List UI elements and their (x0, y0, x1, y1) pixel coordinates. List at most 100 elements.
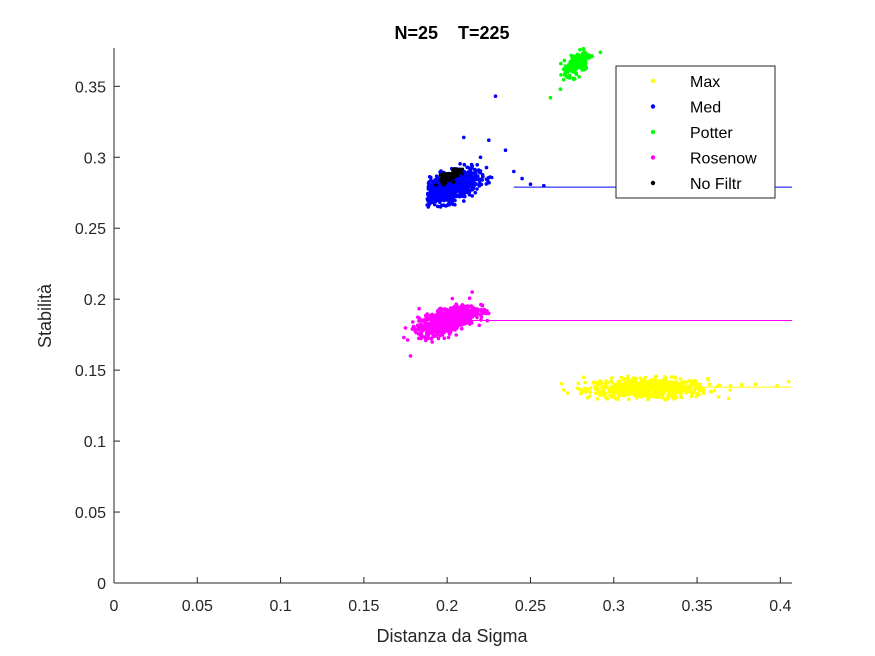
data-point (680, 386, 685, 391)
data-point (469, 162, 474, 167)
data-point (438, 333, 442, 338)
data-point (428, 313, 432, 318)
data-point (479, 309, 484, 314)
data-point (435, 197, 439, 202)
data-point (450, 308, 455, 313)
data-point (598, 50, 603, 55)
data-point (640, 393, 645, 397)
axes: 0 0.05 0.1 0.15 0.2 0.25 0.3 0.35 0.4 0 0.05 0.1 0.1… (75, 48, 792, 615)
data-point (695, 391, 699, 396)
data-point (469, 304, 473, 308)
y-tick-label: 0.25 (75, 221, 106, 238)
data-point (571, 77, 576, 82)
data-point (658, 395, 662, 400)
x-tick-label: 0.1 (269, 598, 291, 615)
data-point (460, 179, 465, 184)
data-point (477, 184, 482, 188)
data-point (463, 187, 468, 191)
data-point (693, 379, 697, 383)
data-point (640, 386, 644, 391)
data-point (408, 354, 413, 358)
data-point (562, 58, 567, 63)
data-point (473, 190, 478, 195)
data-point (563, 71, 567, 76)
data-point (671, 395, 675, 400)
data-point (753, 382, 758, 387)
data-point (438, 170, 442, 174)
data-point (666, 392, 670, 397)
data-point (612, 382, 616, 387)
data-point (487, 311, 491, 316)
legend: Max Med Potter Rosenow No Filtr (615, 65, 776, 199)
data-point (605, 385, 609, 389)
data-point (438, 323, 443, 328)
data-point (690, 379, 694, 384)
data-point (605, 397, 609, 401)
data-point (691, 391, 695, 396)
data-point (642, 377, 647, 382)
data-point (563, 64, 568, 68)
data-point (588, 386, 593, 390)
data-point (617, 387, 622, 391)
data-point (698, 382, 702, 387)
data-point (475, 168, 479, 173)
data-point (445, 187, 450, 192)
data-point (459, 191, 464, 195)
data-point (441, 190, 445, 195)
data-point (694, 394, 699, 399)
data-point (441, 180, 445, 184)
data-point (451, 184, 456, 189)
data-point (465, 165, 469, 170)
data-point (454, 188, 459, 192)
data-point (463, 320, 468, 325)
data-point (629, 380, 634, 384)
data-point (477, 180, 482, 185)
data-point (610, 380, 614, 384)
data-point (454, 171, 458, 175)
data-point (470, 290, 475, 294)
data-point (567, 74, 572, 78)
data-point (442, 183, 446, 187)
data-point (622, 377, 626, 382)
data-point (679, 382, 684, 386)
data-point (597, 381, 602, 386)
data-point (617, 392, 621, 397)
data-point (465, 306, 470, 311)
data-point (488, 175, 492, 179)
data-point (467, 313, 472, 318)
data-point (669, 375, 674, 379)
data-point (562, 388, 566, 392)
series-potter (548, 46, 603, 100)
chart-title: N=25 T=225 (394, 23, 509, 43)
data-point (427, 183, 432, 187)
data-point (417, 316, 422, 321)
data-point (425, 203, 430, 207)
data-point (619, 375, 623, 380)
data-point (447, 314, 452, 319)
data-point (450, 296, 455, 301)
data-point (432, 318, 437, 323)
data-point (585, 396, 590, 400)
data-point (655, 393, 660, 397)
data-point (559, 381, 564, 386)
data-point (425, 331, 430, 336)
data-point (786, 379, 791, 384)
y-tick-label: 0 (97, 576, 106, 593)
data-point (580, 389, 585, 394)
data-point (435, 324, 440, 329)
data-point (575, 386, 580, 391)
data-point (674, 385, 679, 390)
data-point (484, 182, 489, 186)
data-point (589, 53, 594, 58)
data-point (428, 200, 433, 205)
data-point (588, 394, 592, 398)
data-point (598, 391, 602, 396)
data-point (440, 177, 445, 181)
data-point (561, 67, 566, 71)
data-point (475, 187, 479, 191)
data-point (450, 198, 455, 203)
data-point (610, 376, 614, 380)
data-point (487, 138, 491, 142)
data-point (602, 394, 607, 399)
data-point (442, 336, 447, 341)
